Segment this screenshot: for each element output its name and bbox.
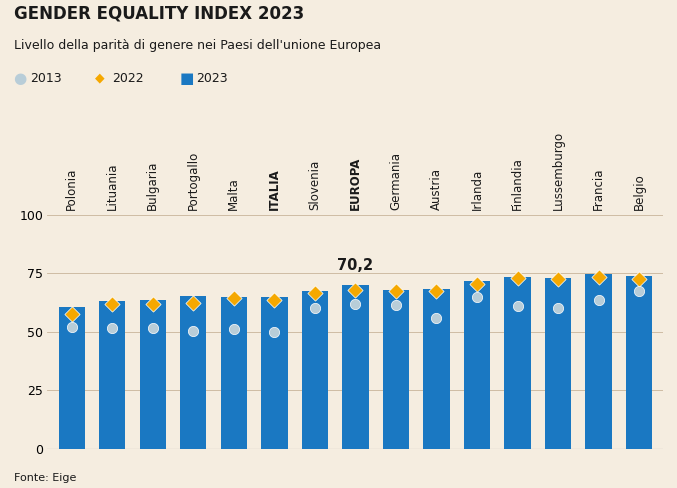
Text: Livello della parità di genere nei Paesi dell'unione Europea: Livello della parità di genere nei Paesi… (14, 39, 380, 52)
Point (593, 296, 604, 304)
Text: Portogallo: Portogallo (187, 151, 200, 210)
Text: ●: ● (14, 71, 27, 85)
Bar (221, 297, 247, 449)
Bar (626, 276, 653, 449)
Bar (383, 290, 409, 449)
Point (472, 293, 483, 301)
Text: Lussemburgo: Lussemburgo (552, 131, 565, 210)
Text: 70,2: 70,2 (337, 258, 374, 273)
Text: 2022: 2022 (112, 72, 144, 84)
Text: ■: ■ (179, 71, 194, 85)
Bar (545, 278, 571, 449)
Point (309, 305, 320, 312)
Point (350, 286, 361, 294)
Point (634, 287, 645, 295)
Text: GENDER EQUALITY INDEX 2023: GENDER EQUALITY INDEX 2023 (14, 5, 304, 23)
Point (552, 275, 563, 283)
Bar (180, 296, 206, 449)
Point (188, 299, 199, 306)
Text: Germania: Germania (389, 152, 402, 210)
Bar (58, 307, 85, 449)
Point (512, 302, 523, 310)
Point (391, 287, 401, 295)
Point (593, 273, 604, 281)
Bar (464, 282, 490, 449)
Point (634, 275, 645, 283)
Point (350, 300, 361, 307)
Point (66, 310, 77, 318)
Bar (423, 288, 450, 449)
Bar (343, 285, 368, 449)
Text: Fonte: Eige: Fonte: Eige (14, 473, 76, 483)
Text: Lituania: Lituania (106, 163, 118, 210)
Point (66, 323, 77, 331)
Text: Belgio: Belgio (632, 173, 646, 210)
Text: EUROPA: EUROPA (349, 157, 362, 210)
Point (228, 325, 239, 333)
Bar (139, 300, 166, 449)
Point (431, 287, 442, 295)
Bar (261, 297, 288, 449)
Text: Irlanda: Irlanda (471, 168, 483, 210)
Point (431, 314, 442, 322)
Text: Slovenia: Slovenia (309, 160, 322, 210)
Point (107, 300, 118, 307)
Text: Francia: Francia (592, 167, 605, 210)
Bar (99, 302, 125, 449)
Point (309, 289, 320, 297)
Text: Polonia: Polonia (65, 167, 79, 210)
Bar (302, 291, 328, 449)
Text: Finlandia: Finlandia (511, 157, 524, 210)
Text: 2013: 2013 (30, 72, 62, 84)
Point (552, 305, 563, 312)
Text: Malta: Malta (227, 177, 240, 210)
Bar (504, 277, 531, 449)
Point (228, 294, 239, 302)
Text: ◆: ◆ (95, 72, 104, 84)
Point (269, 328, 280, 336)
Text: Bulgaria: Bulgaria (146, 161, 159, 210)
Point (148, 325, 158, 332)
Point (391, 301, 401, 309)
Point (107, 325, 118, 332)
Text: 2023: 2023 (196, 72, 228, 84)
Bar (586, 274, 612, 449)
Point (269, 296, 280, 304)
Text: ITALIA: ITALIA (268, 168, 281, 210)
Text: Austria: Austria (430, 168, 443, 210)
Point (148, 300, 158, 307)
Point (512, 274, 523, 282)
Point (472, 280, 483, 288)
Point (188, 327, 199, 335)
